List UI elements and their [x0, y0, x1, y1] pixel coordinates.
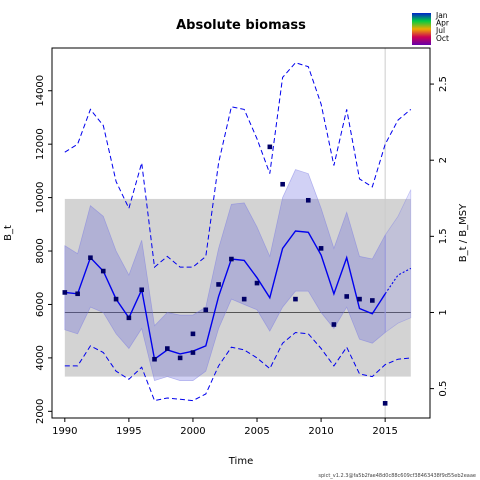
- x-tick-label: 1990: [52, 426, 77, 437]
- observation-point: [254, 280, 260, 286]
- series-layer: [64, 62, 412, 402]
- right-y-tick-label: 1.5: [438, 228, 449, 244]
- season-legend-label: Jul: [435, 26, 445, 35]
- season-color-bar: [412, 13, 431, 45]
- observation-layer: [62, 144, 388, 406]
- observation-point: [126, 315, 132, 321]
- chart-title: Absolute biomass: [176, 18, 306, 33]
- right-y-tick-label: 1: [438, 309, 449, 315]
- observation-point: [113, 296, 119, 302]
- observation-point: [190, 331, 196, 337]
- y-axis-label-right: B_t / B_MSY: [458, 203, 469, 262]
- observation-point: [100, 268, 106, 274]
- axes-layer: 1990 1995 2000 2005 2010 2015 2000 4000 6000 8000…: [35, 47, 449, 437]
- y-tick-label: 10000: [35, 182, 46, 214]
- observation-point: [318, 246, 324, 251]
- observation-point: [75, 291, 80, 297]
- season-legend-label: Oct: [436, 34, 449, 43]
- observation-point: [370, 298, 375, 303]
- right-y-tick-label: 2: [438, 157, 449, 163]
- observation-point: [203, 307, 209, 313]
- ci-band: [64, 169, 386, 382]
- confidence-layer: [64, 169, 412, 382]
- observation-point: [293, 296, 298, 302]
- season-legend-label: Jan: [435, 11, 448, 20]
- observation-point: [331, 322, 337, 327]
- ci-band-forecast: [384, 189, 412, 334]
- x-tick-label: 1995: [116, 426, 141, 437]
- y-tick-label: 14000: [35, 75, 46, 107]
- observation-point: [344, 294, 350, 299]
- season-legend-label: Apr: [436, 19, 450, 28]
- observation-point: [241, 296, 247, 302]
- observation-point: [357, 296, 362, 302]
- forecast-line: [384, 267, 412, 295]
- estimate-line: [64, 230, 386, 361]
- x-axis-label: Time: [228, 456, 253, 467]
- version-footer: spict_v1.2.3@fa5b2fae48d0c88c609cf384634…: [318, 473, 476, 479]
- plot-frame: [51, 47, 431, 419]
- x-tick-label: 2000: [180, 426, 205, 437]
- right-y-tick-label: 0.5: [438, 381, 449, 397]
- observation-point: [190, 350, 196, 355]
- outer-ci-upper-line: [64, 62, 412, 269]
- msy-band: [64, 198, 411, 377]
- observation-point: [177, 355, 183, 361]
- x-tick-label: 2015: [372, 426, 397, 437]
- observation-point: [88, 255, 93, 261]
- observation-point: [152, 356, 157, 362]
- observation-point: [267, 144, 273, 150]
- x-tick-label: 2005: [244, 426, 269, 437]
- observation-point: [382, 401, 388, 406]
- outer-ci-lower-line: [64, 331, 411, 402]
- observation-point: [139, 287, 144, 293]
- y-tick-label: 2000: [35, 399, 46, 424]
- right-y-tick-label: 2.5: [438, 76, 449, 92]
- msy-band-layer: [64, 48, 411, 418]
- observation-point: [305, 197, 311, 203]
- observation-point: [62, 290, 68, 295]
- observation-point: [165, 346, 170, 351]
- observation-point: [216, 282, 221, 287]
- y-axis-label: B_t: [3, 225, 14, 241]
- observation-point: [229, 256, 234, 262]
- y-tick-label: 12000: [35, 128, 46, 160]
- observation-point: [280, 181, 285, 187]
- x-tick-label: 2010: [308, 426, 333, 437]
- y-tick-label: 8000: [35, 238, 46, 263]
- y-tick-label: 4000: [35, 345, 46, 370]
- y-tick-label: 6000: [35, 292, 46, 317]
